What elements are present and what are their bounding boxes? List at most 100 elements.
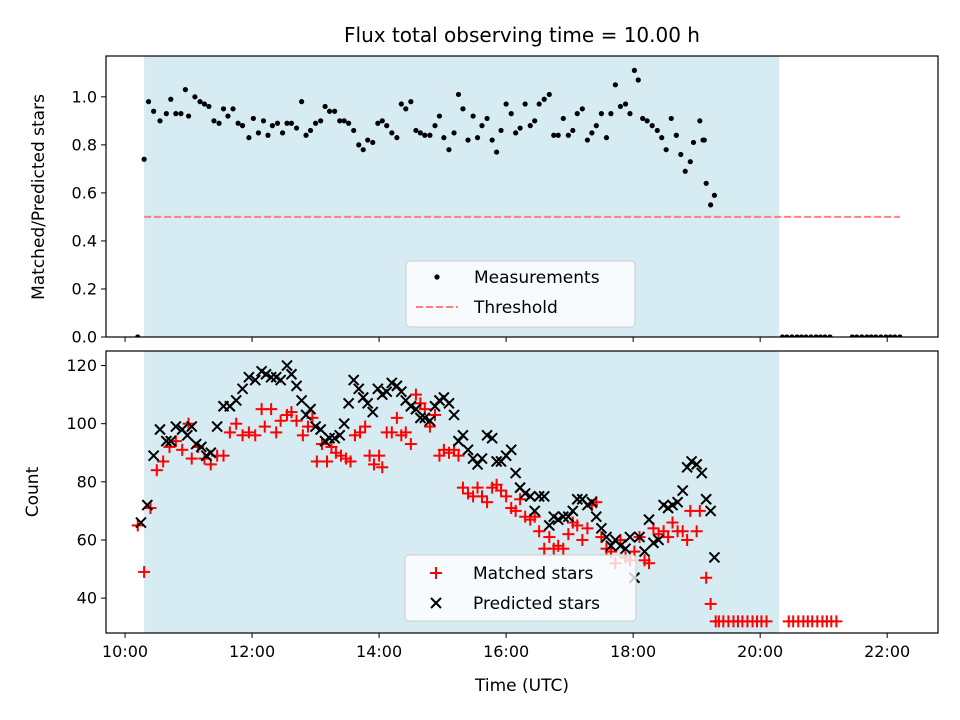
predicted-star-point xyxy=(557,511,569,523)
matched-star-point xyxy=(528,510,541,523)
ratio-legend-box xyxy=(405,260,636,328)
matched-star-point xyxy=(334,449,347,462)
predicted-star-point xyxy=(528,505,541,517)
predicted-star-point xyxy=(353,383,365,395)
measurement-point xyxy=(389,130,395,136)
measurement-point xyxy=(551,132,557,138)
matched-star-point xyxy=(693,504,706,517)
predicted-star-point xyxy=(414,412,427,424)
measurement-point xyxy=(455,91,462,98)
matched-star-point xyxy=(150,464,163,477)
measurement-point xyxy=(589,130,595,136)
predicted-star-point xyxy=(533,490,545,503)
x-axis-label: Time (UTC) xyxy=(474,676,569,696)
ratio-legend: Measurements Threshold xyxy=(405,260,636,328)
measurement-point xyxy=(332,108,338,114)
x-tick-label: 16:00 xyxy=(483,642,529,661)
legend-predicted-marker xyxy=(430,597,442,609)
matched-star-point xyxy=(185,452,198,465)
measurement-point xyxy=(474,135,481,141)
measurement-point xyxy=(235,120,241,126)
measurement-point xyxy=(579,106,585,112)
predicted-star-point xyxy=(696,467,708,479)
predicted-star-point xyxy=(290,380,303,392)
predicted-star-point xyxy=(590,511,603,523)
predicted-star-point xyxy=(652,534,665,546)
measurement-point xyxy=(659,135,665,141)
ratio-y-tick-label: 0.8 xyxy=(72,135,97,154)
measurement-point xyxy=(197,99,203,105)
predicted-star-point xyxy=(243,371,255,383)
predicted-star-point xyxy=(314,423,327,436)
matched-star-point xyxy=(471,481,484,494)
matched-star-point xyxy=(557,542,570,555)
measurement-point xyxy=(394,135,400,141)
matched-star-point xyxy=(138,565,151,578)
measurement-point xyxy=(798,334,805,337)
measurement-point xyxy=(635,77,641,83)
measurement-point xyxy=(690,139,697,146)
measurement-point xyxy=(206,103,212,110)
predicted-star-point xyxy=(505,444,517,456)
predicted-star-point xyxy=(638,545,651,558)
measurement-point xyxy=(141,156,147,162)
matched-star-point xyxy=(236,429,249,442)
predicted-star-point xyxy=(323,432,336,444)
matched-star-point xyxy=(830,615,843,628)
matched-star-point xyxy=(562,528,575,541)
measurement-point xyxy=(631,67,638,74)
measurement-point xyxy=(617,103,624,110)
measurement-point xyxy=(451,130,457,136)
predicted-star-point xyxy=(462,444,474,456)
matched-star-point xyxy=(428,408,441,421)
measurement-point xyxy=(640,115,646,122)
measurement-point xyxy=(192,94,198,100)
measurement-point xyxy=(269,123,275,129)
measurement-point xyxy=(873,334,879,337)
predicted-star-point xyxy=(538,490,550,503)
matched-star-point xyxy=(249,429,262,442)
measurement-point xyxy=(216,120,222,126)
measurement-point xyxy=(701,137,707,143)
matched-star-point xyxy=(475,490,488,503)
measurement-point xyxy=(185,113,192,119)
count-panel: 40 60 80 100 120 10:00 12:00 14:00 16:00 18:00 20… xyxy=(23,350,939,696)
measurement-point xyxy=(598,111,604,117)
matched-star-point xyxy=(700,571,713,584)
predicted-star-point xyxy=(543,519,556,532)
count-legend-box xyxy=(404,554,637,622)
measurement-point xyxy=(789,334,795,337)
measurement-point xyxy=(360,147,366,153)
measurement-point xyxy=(436,113,443,119)
measurement-point xyxy=(322,103,328,110)
measurement-point xyxy=(673,132,679,138)
matched-star-point xyxy=(552,539,565,552)
matched-star-point xyxy=(296,429,309,442)
measurement-point xyxy=(849,334,855,337)
matched-star-point xyxy=(662,531,675,544)
measurement-point xyxy=(135,334,141,337)
legend-threshold-label: Threshold xyxy=(473,298,558,318)
ratio-y-tick-label: 0.2 xyxy=(72,279,97,298)
x-tick-label: 14:00 xyxy=(356,642,402,661)
predicted-star-point xyxy=(476,452,488,465)
measurement-point xyxy=(211,118,217,124)
predicted-star-point xyxy=(338,417,350,430)
measurement-point xyxy=(644,118,650,124)
predicted-star-point xyxy=(304,403,317,415)
measurement-point xyxy=(446,147,452,153)
count-legend: Matched stars Predicted stars xyxy=(404,554,637,622)
measurement-point xyxy=(817,334,824,337)
measurement-point xyxy=(560,115,566,122)
measurement-point xyxy=(479,123,485,129)
measurement-point xyxy=(678,151,684,158)
measurement-point xyxy=(687,159,693,165)
measurement-point xyxy=(517,125,523,131)
matched-star-point xyxy=(409,388,422,401)
measurement-point xyxy=(284,120,290,126)
count-y-tick-label: 120 xyxy=(66,356,97,375)
matched-star-point xyxy=(581,522,594,535)
measurement-point xyxy=(803,334,809,337)
measurement-point xyxy=(593,123,599,129)
